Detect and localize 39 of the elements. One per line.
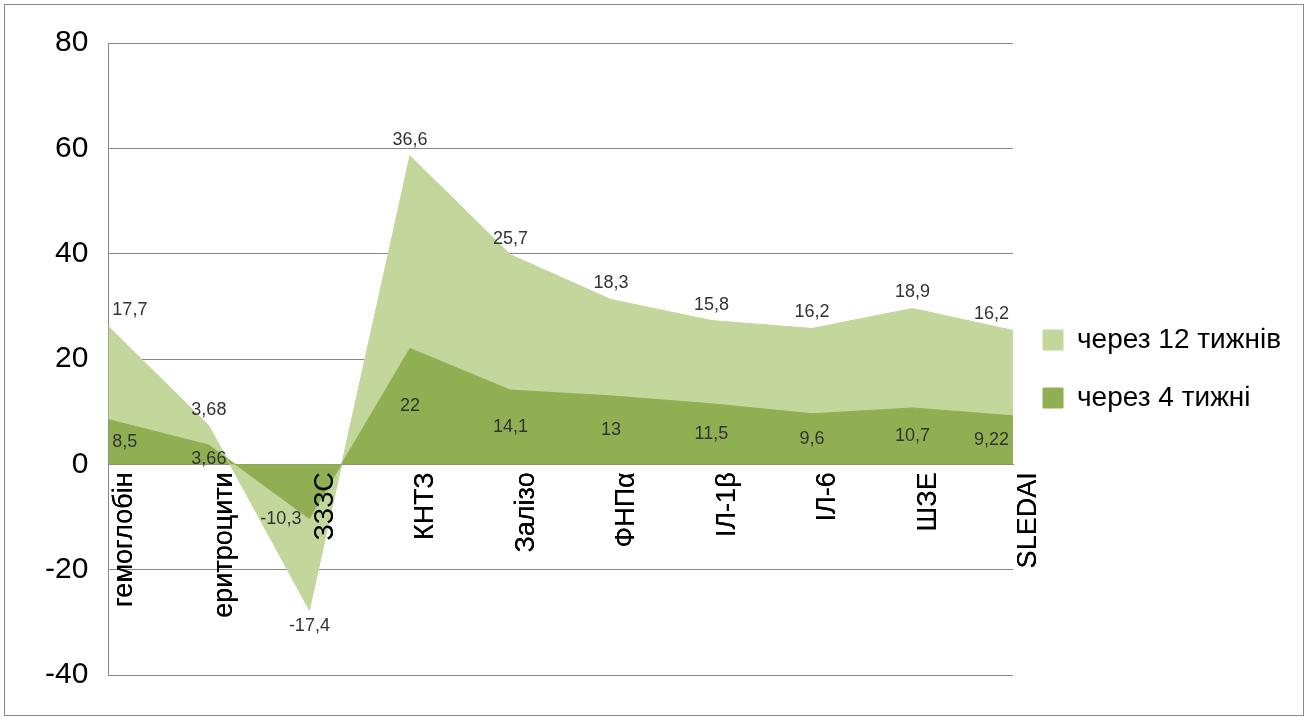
- x-tick-label: ШЗЕ: [911, 472, 942, 532]
- y-tick-label: 20: [54, 340, 89, 374]
- data-label: 10,7: [894, 425, 931, 446]
- data-label: 9,22: [973, 429, 1010, 450]
- x-tick-label: ІЛ-1β: [710, 472, 741, 538]
- legend-label: через 4 тижні: [1077, 380, 1251, 412]
- x-tick-label: гемоглобін: [107, 472, 138, 607]
- x-tick-label: ІЛ-6: [811, 472, 842, 522]
- y-tick-label: -40: [45, 656, 89, 690]
- y-tick-label: 0: [71, 445, 89, 479]
- x-tick-label: КНТЗ: [409, 472, 440, 541]
- data-label: 22: [399, 395, 420, 416]
- data-label: 13: [600, 419, 621, 440]
- data-label: 14,1: [492, 416, 528, 437]
- data-label: 9,6: [799, 428, 825, 449]
- y-tick-label: 80: [54, 24, 89, 58]
- data-label: 8,5: [112, 430, 138, 451]
- x-tick-label: ЗЗЗС: [308, 472, 339, 541]
- x-tick-label: SLEDAI: [1012, 472, 1043, 569]
- data-label: 17,7: [112, 299, 148, 320]
- y-tick-label: 60: [54, 129, 89, 163]
- data-label: 3,66: [191, 448, 227, 469]
- x-tick-label: Залізо: [509, 472, 540, 553]
- data-label: -17,4: [288, 615, 330, 636]
- x-tick-label: ФНПα: [610, 472, 641, 548]
- data-label: 18,3: [593, 272, 629, 293]
- data-label: 16,2: [973, 303, 1010, 324]
- y-tick-label: 40: [54, 234, 89, 268]
- data-label: 16,2: [794, 301, 830, 322]
- legend-label: через 12 тижнів: [1077, 322, 1281, 354]
- data-label: 3,68: [191, 398, 227, 419]
- x-tick-label: еритроцити: [208, 472, 239, 618]
- data-label: -10,3: [260, 507, 302, 528]
- data-label: 11,5: [694, 423, 729, 444]
- data-label: 18,9: [894, 281, 931, 302]
- data-label: 36,6: [392, 128, 428, 149]
- data-label: 25,7: [492, 227, 528, 248]
- data-label: 15,8: [693, 293, 729, 314]
- y-tick-label: -20: [45, 550, 89, 584]
